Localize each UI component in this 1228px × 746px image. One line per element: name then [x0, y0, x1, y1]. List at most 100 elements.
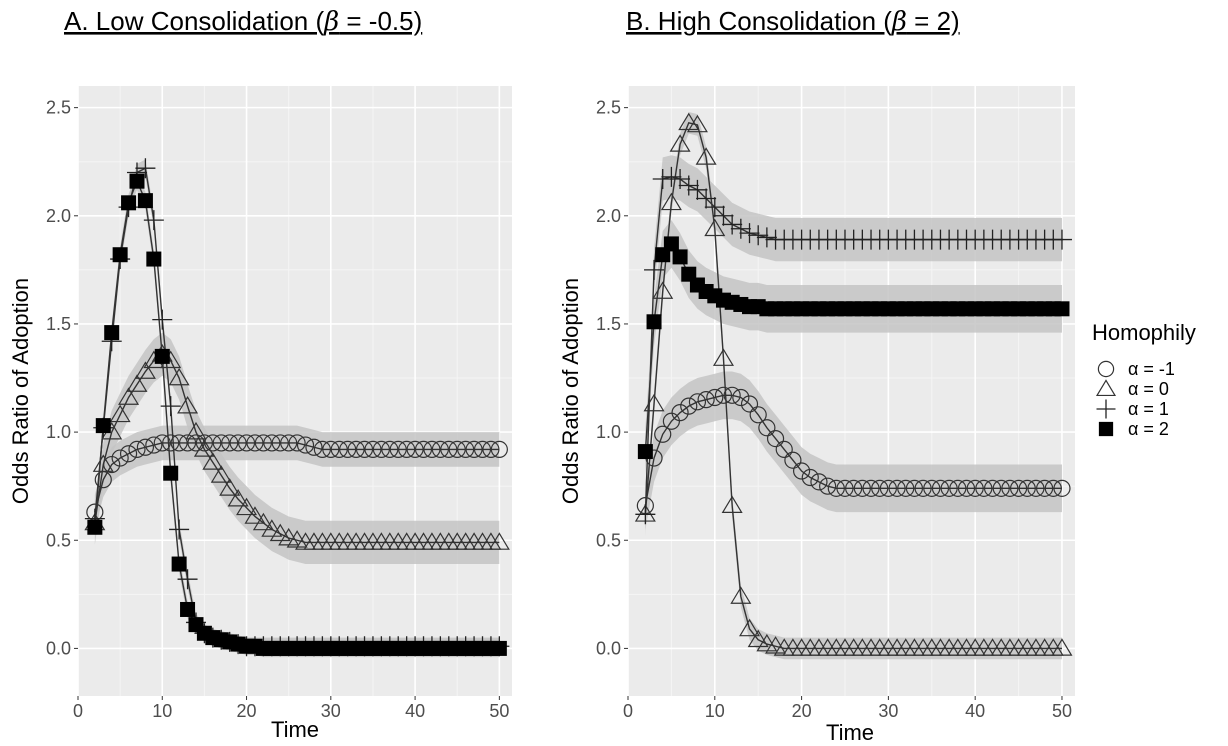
data-point-triangle	[660, 192, 682, 211]
data-point-circle	[305, 438, 323, 456]
data-point-circle	[827, 479, 845, 497]
data-point-circle	[364, 440, 382, 459]
panel-b-data-points	[634, 112, 1073, 656]
data-point-circle	[440, 440, 458, 459]
panel-a-x-axis-title: Time	[271, 717, 319, 742]
x-tick-label: 30	[878, 701, 898, 721]
panel-b-title: B. High Consolidation (β = 2)	[626, 6, 960, 37]
data-point-square	[171, 556, 187, 572]
data-point-circle	[204, 434, 222, 452]
data-point-triangle	[193, 439, 215, 457]
data-point-circle	[905, 479, 924, 497]
data-point-circle	[792, 462, 811, 480]
y-tick-label: 1.5	[46, 314, 71, 334]
x-tick-label: 10	[705, 701, 725, 721]
legend-plus-icon	[1096, 399, 1116, 419]
data-point-triangle	[109, 404, 131, 423]
y-tick-label: 2.0	[596, 206, 621, 226]
data-point-circle	[145, 436, 163, 454]
data-point-circle	[949, 479, 967, 497]
data-point-circle	[845, 479, 863, 497]
data-point-circle	[237, 434, 256, 452]
data-point-triangle	[269, 523, 291, 542]
data-point-circle	[128, 440, 146, 459]
data-point-circle	[879, 479, 897, 497]
data-point-triangle	[1051, 638, 1073, 656]
data-point-triangle	[747, 629, 769, 648]
data-point-circle	[280, 434, 298, 452]
data-point-plus	[739, 223, 760, 244]
data-point-triangle	[643, 393, 665, 412]
data-point-circle	[853, 479, 871, 497]
legend-circle-icon	[1097, 360, 1115, 378]
data-point-circle	[136, 438, 155, 456]
data-point-circle	[784, 451, 802, 469]
data-point-circle	[221, 434, 239, 452]
y-tick-label: 0.5	[596, 530, 621, 550]
data-point-triangle	[219, 478, 241, 496]
x-tick-label: 20	[237, 701, 257, 721]
data-point-circle	[1027, 479, 1045, 497]
y-tick-label: 1.0	[46, 422, 71, 442]
y-tick-label: 0.0	[596, 638, 621, 658]
data-point-circle	[339, 440, 357, 459]
data-point-circle	[671, 404, 689, 422]
panel-b-tick-labels: 0 10 20 30 40 50 0.0 0.5 1.0 1.5 2.0 2.5	[596, 98, 1072, 721]
data-point-plus	[1051, 229, 1072, 250]
data-point-circle	[983, 479, 1002, 497]
panel-a: A. Low Consolidation (β = -0.5) 0 10 20 30 4…	[8, 6, 512, 742]
legend-title: Homophily	[1092, 320, 1196, 345]
data-point-triangle	[488, 532, 510, 550]
data-point-triangle	[126, 374, 148, 392]
data-point-triangle	[236, 497, 258, 516]
data-point-square	[154, 348, 170, 364]
data-point-circle	[775, 440, 793, 459]
data-point-circle	[888, 479, 906, 497]
data-point-triangle	[739, 618, 761, 637]
y-tick-label: 1.0	[596, 422, 621, 442]
data-point-circle	[966, 479, 984, 497]
data-point-circle	[322, 440, 340, 459]
data-point-circle	[465, 440, 483, 459]
data-point-circle	[355, 440, 374, 459]
x-tick-label: 50	[1052, 701, 1072, 721]
data-point-square	[663, 236, 679, 252]
data-point-triangle	[712, 348, 734, 366]
data-point-triangle	[695, 147, 717, 165]
data-point-square	[672, 249, 688, 265]
data-point-circle	[153, 434, 171, 452]
data-point-circle	[490, 440, 508, 459]
data-point-circle	[723, 386, 741, 404]
data-point-square	[491, 640, 507, 656]
data-point-circle	[162, 434, 180, 452]
data-point-circle	[662, 412, 680, 430]
data-point-square	[146, 251, 162, 267]
data-point-circle	[406, 440, 424, 459]
data-point-circle	[940, 479, 958, 497]
data-point-triangle	[730, 586, 752, 604]
data-point-circle	[482, 440, 500, 459]
data-point-circle	[1009, 479, 1028, 497]
data-point-square	[104, 325, 120, 341]
data-point-circle	[871, 479, 889, 497]
confidence-band	[645, 155, 1062, 536]
data-point-plus	[687, 179, 708, 200]
panel-a-confidence-bands	[94, 159, 500, 658]
data-point-circle	[330, 440, 348, 459]
data-point-circle	[975, 479, 993, 497]
data-point-plus	[644, 259, 665, 280]
data-point-circle	[923, 479, 941, 497]
data-point-square	[1054, 301, 1070, 317]
data-point-square	[646, 314, 662, 330]
data-point-circle	[732, 388, 750, 407]
data-point-circle	[263, 434, 281, 452]
confidence-band	[94, 332, 500, 565]
legend-label: α = 1	[1128, 399, 1169, 419]
data-point-square	[163, 465, 179, 481]
panel-a-y-axis-title: Odds Ratio of Adoption	[8, 278, 33, 504]
data-point-triangle	[227, 488, 249, 507]
data-point-plus	[696, 188, 717, 209]
data-point-triangle	[177, 395, 199, 414]
data-point-circle	[473, 440, 492, 459]
